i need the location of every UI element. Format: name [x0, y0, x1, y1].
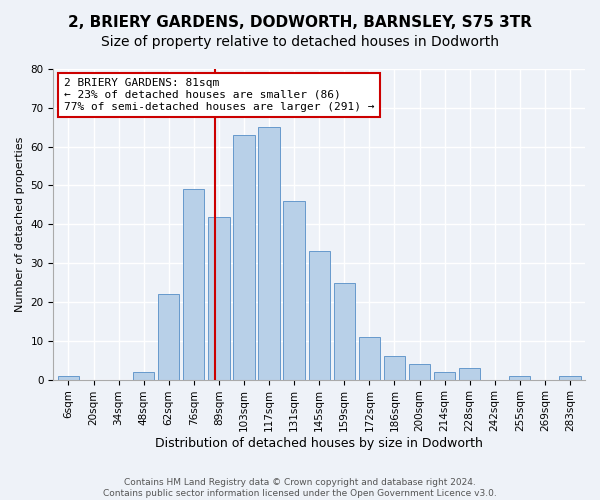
Bar — [308, 252, 330, 380]
Bar — [509, 376, 530, 380]
Bar — [334, 282, 355, 380]
Bar — [208, 216, 230, 380]
Bar — [559, 376, 581, 380]
Text: 2 BRIERY GARDENS: 81sqm
← 23% of detached houses are smaller (86)
77% of semi-de: 2 BRIERY GARDENS: 81sqm ← 23% of detache… — [64, 78, 374, 112]
Bar — [409, 364, 430, 380]
Bar — [158, 294, 179, 380]
Y-axis label: Number of detached properties: Number of detached properties — [15, 136, 25, 312]
Text: Size of property relative to detached houses in Dodworth: Size of property relative to detached ho… — [101, 35, 499, 49]
Bar — [384, 356, 405, 380]
Bar — [434, 372, 455, 380]
Text: Contains HM Land Registry data © Crown copyright and database right 2024.
Contai: Contains HM Land Registry data © Crown c… — [103, 478, 497, 498]
Bar — [359, 337, 380, 380]
Text: 2, BRIERY GARDENS, DODWORTH, BARNSLEY, S75 3TR: 2, BRIERY GARDENS, DODWORTH, BARNSLEY, S… — [68, 15, 532, 30]
Bar — [283, 201, 305, 380]
Bar — [233, 135, 254, 380]
Bar — [58, 376, 79, 380]
Bar — [133, 372, 154, 380]
Bar — [259, 127, 280, 380]
Bar — [459, 368, 481, 380]
X-axis label: Distribution of detached houses by size in Dodworth: Distribution of detached houses by size … — [155, 437, 483, 450]
Bar — [183, 190, 205, 380]
